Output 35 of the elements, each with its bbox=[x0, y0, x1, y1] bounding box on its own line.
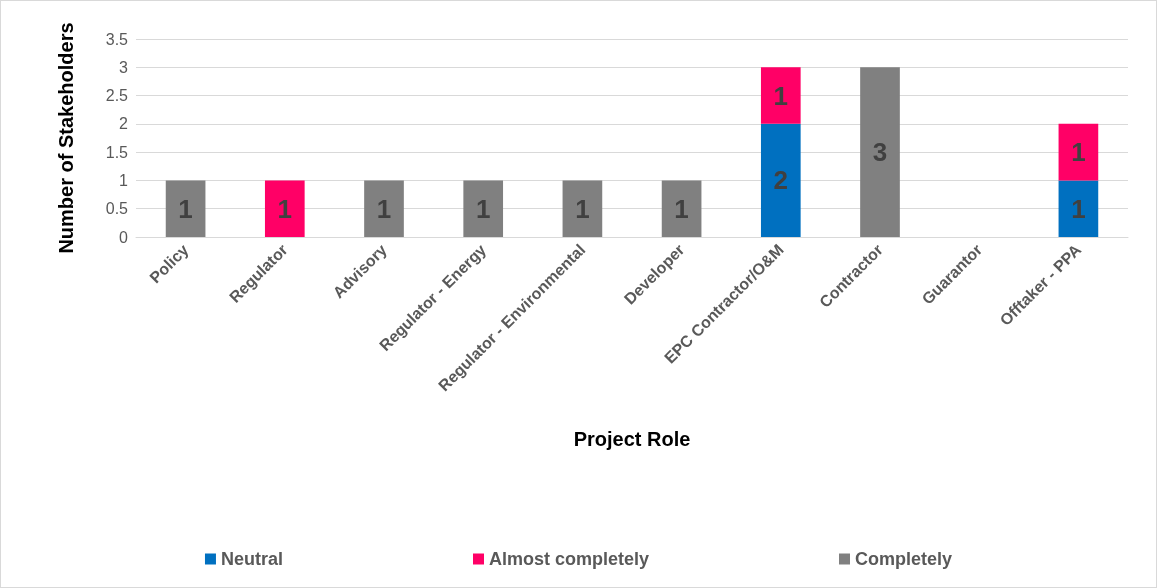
bar bbox=[165, 180, 206, 237]
y-tick-label: 3.5 bbox=[105, 30, 129, 48]
data-label: 1 bbox=[575, 193, 590, 224]
y-tick-label: 2 bbox=[119, 115, 129, 133]
y-tick-label: 0.5 bbox=[105, 200, 129, 218]
data-label: 1 bbox=[475, 193, 491, 224]
bar bbox=[760, 123, 801, 237]
data-label: 3 bbox=[872, 137, 888, 168]
bar bbox=[661, 180, 702, 237]
bar bbox=[264, 180, 305, 237]
data-label: 1 bbox=[1071, 193, 1086, 224]
bar bbox=[760, 67, 801, 124]
legend-label: Almost completely bbox=[488, 549, 650, 569]
data-label: 1 bbox=[277, 193, 293, 224]
y-tick-label: 1 bbox=[119, 171, 129, 189]
bar bbox=[1058, 180, 1099, 237]
data-label: 1 bbox=[376, 193, 392, 224]
y-tick-label: 3 bbox=[119, 58, 129, 76]
y-tick-label: 0 bbox=[119, 228, 129, 246]
data-label: 1 bbox=[773, 80, 789, 111]
bar bbox=[364, 180, 404, 237]
bar bbox=[562, 180, 603, 237]
legend-label: Completely bbox=[855, 549, 953, 569]
bar bbox=[463, 180, 504, 237]
data-label: 1 bbox=[674, 193, 689, 224]
bar bbox=[1058, 123, 1099, 181]
x-axis-title: Project Role bbox=[573, 428, 691, 450]
data-label: 1 bbox=[1071, 137, 1086, 168]
y-axis-title: Number of Stakeholders bbox=[55, 22, 77, 254]
data-label: 1 bbox=[178, 193, 193, 224]
y-tick-label: 1.5 bbox=[105, 143, 129, 161]
data-label: 2 bbox=[773, 165, 789, 196]
legend-label: Neutral bbox=[220, 549, 283, 569]
y-tick-label: 2.5 bbox=[105, 87, 129, 105]
bar bbox=[860, 67, 900, 237]
